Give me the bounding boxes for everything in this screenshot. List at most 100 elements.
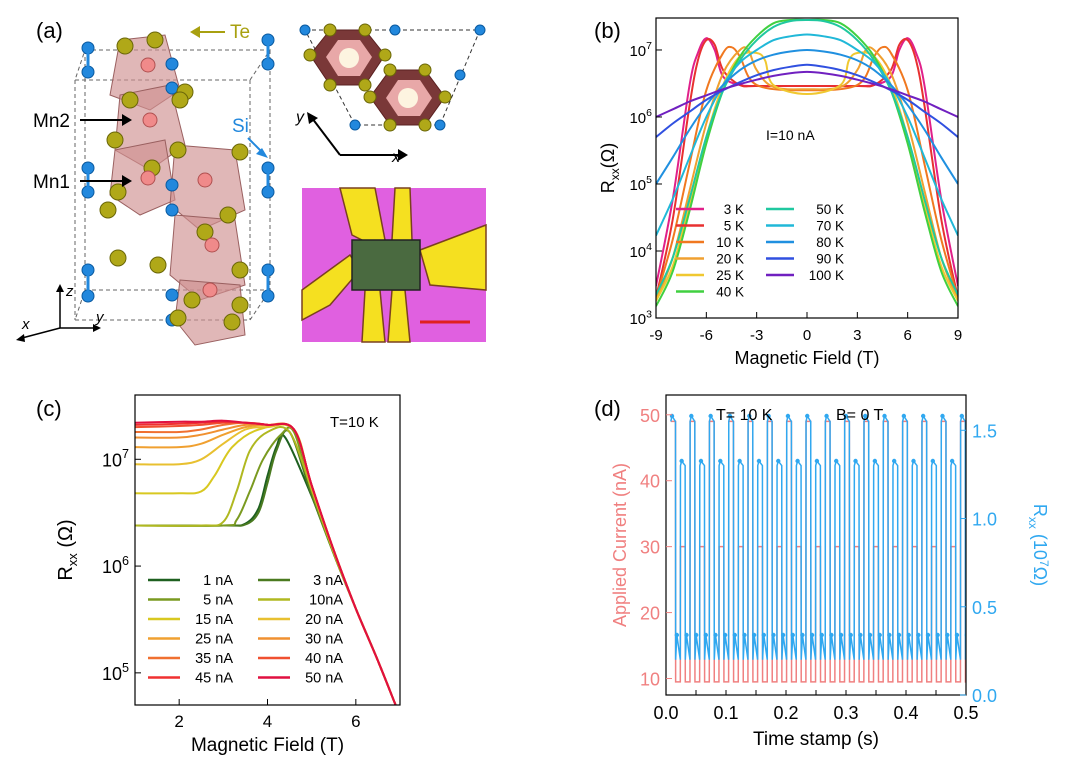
legend-label-c-7: 30 nA xyxy=(305,632,343,648)
resistance-point xyxy=(727,413,733,419)
legend-label-b-6: 50 K xyxy=(816,202,844,217)
resistance-point xyxy=(800,632,805,638)
y-left-tick-label-d: 20 xyxy=(640,604,660,624)
mn1-label: Mn1 xyxy=(33,172,70,193)
resistance-point xyxy=(805,413,810,419)
resistance-point xyxy=(718,458,723,464)
resistance-point xyxy=(814,458,820,464)
resistance-point xyxy=(693,632,699,638)
panel-a-crystal-structure: (a) xyxy=(16,18,487,346)
annotation-b: I=10 nA xyxy=(766,127,815,143)
top-axis-x-label: x xyxy=(391,149,401,166)
annotation-c: T=10 K xyxy=(330,414,379,431)
resistance-point xyxy=(872,458,878,464)
y-left-axis-label-d: Applied Current (nA) xyxy=(610,463,630,627)
series-line-b-5 xyxy=(656,18,958,307)
series-line-b-10 xyxy=(656,70,958,118)
si-atoms xyxy=(81,33,275,327)
series-line-b-7 xyxy=(656,33,958,237)
panel-a-label: (a) xyxy=(36,18,63,43)
y-tick-label-c: 105 xyxy=(102,661,129,684)
panel-b-frame xyxy=(655,17,959,319)
x-tick-label-b: 3 xyxy=(853,327,861,344)
y-tick-label-b: 107 xyxy=(629,40,652,60)
resistance-point xyxy=(838,632,844,638)
y-right-axis-label-d: Rxx (107Ω) xyxy=(1026,504,1051,586)
x-tick-label-b: 9 xyxy=(954,327,962,344)
resistance-point xyxy=(969,459,973,463)
resistance-point xyxy=(790,632,795,638)
resistance-point xyxy=(853,458,858,464)
x-axis-label-b: Magnetic Field (T) xyxy=(734,348,879,368)
y-tick-label-b: 104 xyxy=(629,241,652,261)
x-tick-label-c: 6 xyxy=(351,712,360,731)
resistance-point xyxy=(863,413,868,419)
axis-x-label: x xyxy=(21,316,30,333)
resistance-point xyxy=(925,632,931,638)
x-tick-label-d: 0.3 xyxy=(833,703,858,723)
resistance-point xyxy=(756,458,762,464)
panel-b-series-group xyxy=(656,18,958,307)
legend-label-b-8: 80 K xyxy=(816,235,844,250)
resistance-point xyxy=(742,632,747,638)
resistance-point xyxy=(949,458,955,464)
legend-label-b-7: 70 K xyxy=(816,219,844,234)
series-line-c-1 xyxy=(135,429,397,705)
resistance-point xyxy=(964,632,966,638)
resistance-point xyxy=(819,632,824,638)
y-right-tick-label-d: 1.5 xyxy=(972,421,997,441)
resistance-point xyxy=(722,632,728,638)
panel-d-series-group xyxy=(669,413,973,683)
resistance-point xyxy=(848,632,853,638)
si-bonds xyxy=(86,40,270,296)
resistance-point xyxy=(959,413,965,419)
axis-z-label: z xyxy=(65,283,74,300)
y-tick-label-c: 107 xyxy=(102,447,129,470)
x-tick-label-d: 0.1 xyxy=(713,703,738,723)
legend-label-c-4: 15 nA xyxy=(195,612,233,628)
te-arrow-head xyxy=(190,26,200,38)
resistance-point xyxy=(785,413,791,419)
resistance-point xyxy=(708,413,713,419)
y-left-tick-label-d: 40 xyxy=(640,472,660,492)
x-tick-label-b: -6 xyxy=(700,327,713,344)
resistance-point xyxy=(930,458,936,464)
resistance-point xyxy=(776,458,781,464)
panel-d-chart: (d)0.0 0.1 0.2 0.3 0.4 0.510203040500.00.51.0… xyxy=(594,394,1051,750)
legend-label-b-10: 100 K xyxy=(809,268,844,283)
series-line-c-0 xyxy=(135,433,397,705)
resistance-point xyxy=(858,632,863,638)
mn2-arrow-head xyxy=(122,114,132,126)
y-right-tick-label-d: 1.0 xyxy=(972,510,997,530)
resistance-point xyxy=(896,632,902,638)
resistance-point xyxy=(809,632,815,638)
legend-label-c-11: 50 nA xyxy=(305,671,343,687)
resistance-point xyxy=(829,632,834,638)
series-line-b-8 xyxy=(656,48,958,185)
x-tick-label-b: -9 xyxy=(649,327,662,344)
legend-label-b-9: 90 K xyxy=(816,252,844,267)
xyz-axes xyxy=(16,284,101,342)
te-atoms xyxy=(99,31,249,331)
x-tick-label-b: 0 xyxy=(803,327,811,344)
x-tick-label-d: 0.0 xyxy=(653,703,678,723)
series-line-c-5 xyxy=(135,423,397,705)
y-right-tick-label-d: 0.5 xyxy=(972,598,997,618)
resistance-point xyxy=(887,632,892,638)
resistance-point xyxy=(891,458,897,464)
legend-label-c-8: 35 nA xyxy=(195,651,233,667)
resistance-point xyxy=(732,632,737,638)
legend-label-c-2: 5 nA xyxy=(203,593,233,609)
annotation-temp-d: T= 10 K xyxy=(716,407,773,424)
x-tick-label-d: 0.5 xyxy=(953,703,978,723)
resistance-point xyxy=(877,632,882,638)
y-left-tick-label-d: 30 xyxy=(640,538,660,558)
series-line-c-4 xyxy=(135,423,397,705)
legend-label-b-2: 10 K xyxy=(716,235,744,250)
resistance-point xyxy=(916,632,921,638)
y-right-tick-label-d: 0.0 xyxy=(972,686,997,706)
series-line-c-11 xyxy=(135,419,397,705)
series-line-c-2 xyxy=(135,426,397,705)
y-axis-label-b: Rxx(Ω) xyxy=(598,143,622,193)
y-axis-label-c: Rxx (Ω) xyxy=(55,519,80,580)
